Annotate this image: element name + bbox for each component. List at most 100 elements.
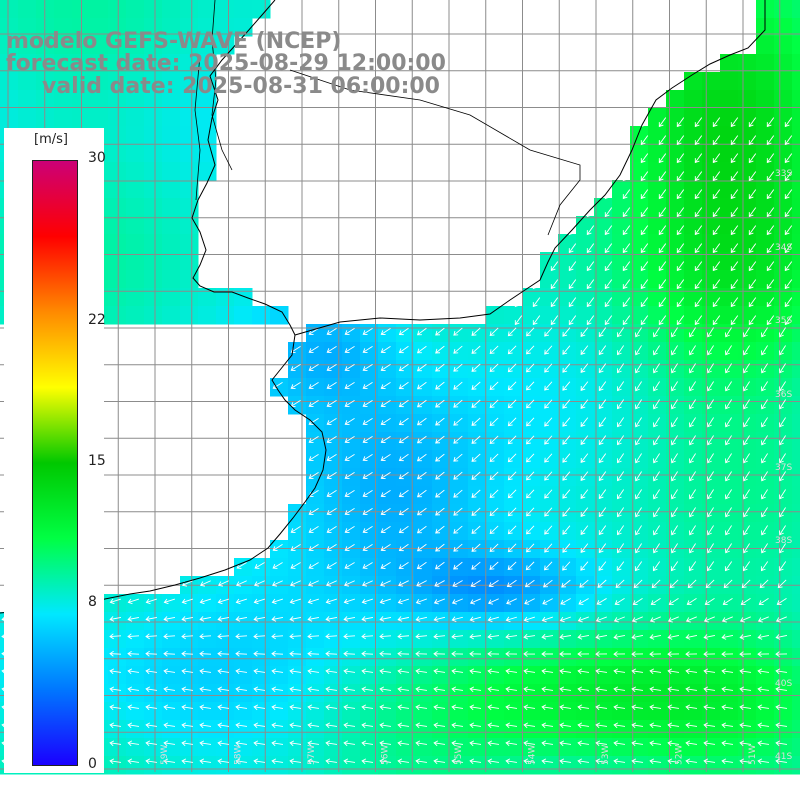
wind-arrow	[730, 171, 739, 182]
wind-arrow	[640, 207, 649, 218]
wind-arrow	[577, 616, 589, 623]
wind-arrow	[289, 722, 302, 729]
wind-speed-cell	[216, 702, 235, 721]
wind-arrow	[307, 616, 320, 622]
wind-arrow	[271, 650, 284, 657]
wind-speed-cell	[180, 180, 199, 199]
wind-speed-cell	[792, 738, 800, 757]
wind-speed-cell	[342, 360, 361, 379]
wind-arrow	[398, 525, 409, 534]
wind-speed-cell	[18, 90, 37, 109]
wind-speed-cell	[522, 648, 541, 667]
wind-arrow	[613, 668, 626, 675]
wind-arrow	[707, 399, 714, 410]
wind-speed-cell	[720, 360, 739, 379]
wind-arrow	[634, 561, 643, 572]
wind-speed-cell	[324, 522, 343, 541]
colorbar-tick-label: 15	[88, 453, 106, 469]
wind-speed-cell	[450, 720, 469, 739]
wind-arrow	[523, 651, 536, 657]
wind-speed-cell	[594, 468, 613, 487]
wind-arrow	[685, 616, 697, 623]
wind-speed-cell	[324, 468, 343, 487]
wind-arrow	[580, 417, 589, 427]
wind-speed-cell	[18, 54, 37, 73]
wind-speed-cell	[216, 738, 235, 757]
wind-speed-cell	[702, 198, 721, 217]
wind-arrow	[181, 704, 194, 711]
wind-arrow	[595, 616, 607, 623]
wind-speed-cell	[738, 72, 757, 91]
wind-speed-cell	[792, 666, 800, 685]
wind-speed-cell	[108, 252, 127, 271]
wind-speed-cell	[270, 612, 289, 631]
wind-arrow	[380, 381, 391, 390]
wind-arrow	[784, 171, 793, 182]
wind-speed-cell	[144, 666, 163, 685]
wind-arrow	[650, 597, 661, 606]
wind-speed-cell	[702, 324, 721, 343]
wind-speed-cell	[666, 414, 685, 433]
wind-speed-cell	[792, 684, 800, 703]
wind-arrow	[379, 758, 392, 765]
wind-arrow	[308, 346, 319, 353]
wind-speed-cell	[252, 630, 271, 649]
wind-arrow	[181, 616, 194, 622]
wind-speed-cell	[342, 324, 361, 343]
wind-arrow	[775, 740, 788, 747]
wind-arrow	[326, 562, 337, 569]
wind-arrow	[761, 471, 768, 482]
wind-arrow	[398, 417, 409, 426]
wind-speed-cell	[216, 648, 235, 667]
wind-arrow	[380, 543, 391, 552]
wind-speed-cell	[774, 702, 793, 721]
wind-arrow	[397, 598, 409, 605]
wind-arrow	[658, 261, 667, 272]
wind-speed-cell	[558, 756, 577, 775]
wind-speed-cell	[414, 684, 433, 703]
wind-speed-cell	[504, 612, 523, 631]
wind-speed-cell	[144, 288, 163, 307]
wind-speed-cell	[522, 414, 541, 433]
wind-arrow	[649, 651, 662, 657]
wind-speed-cell	[612, 612, 631, 631]
wind-speed-cell	[432, 720, 451, 739]
wind-arrow	[766, 207, 775, 218]
wind-speed-cell	[648, 504, 667, 523]
wind-arrow	[325, 598, 337, 605]
wind-speed-cell	[378, 504, 397, 523]
wind-arrow	[416, 580, 427, 587]
wind-arrow	[433, 598, 445, 605]
wind-arrow	[127, 740, 140, 747]
wind-speed-cell	[774, 360, 793, 379]
wind-arrow	[416, 435, 427, 444]
wind-arrow	[580, 363, 589, 373]
wind-arrow	[308, 508, 319, 515]
wind-speed-cell	[774, 522, 793, 541]
wind-arrow	[559, 740, 572, 747]
wind-arrow	[775, 634, 788, 640]
wind-arrow	[326, 418, 337, 425]
wind-speed-cell	[198, 738, 217, 757]
wind-arrow	[779, 327, 786, 338]
wind-arrow	[741, 579, 751, 589]
wind-speed-cell	[180, 756, 199, 775]
wind-arrow	[616, 471, 625, 482]
wind-speed-cell	[612, 630, 631, 649]
wind-speed-cell	[504, 558, 523, 577]
wind-arrow	[707, 363, 714, 374]
wind-speed-cell	[558, 540, 577, 559]
wind-speed-cell	[486, 378, 505, 397]
wind-speed-cell	[198, 72, 217, 91]
wind-arrow	[761, 525, 768, 536]
wind-arrow	[434, 561, 445, 570]
wind-arrow	[580, 453, 589, 463]
wind-arrow	[127, 650, 140, 657]
wind-speed-cell	[306, 360, 325, 379]
wind-arrow	[362, 328, 373, 335]
wind-arrow	[640, 189, 649, 200]
wind-arrow	[127, 633, 140, 640]
wind-speed-cell	[540, 612, 559, 631]
wind-arrow	[761, 363, 768, 374]
wind-speed-cell	[0, 54, 19, 73]
